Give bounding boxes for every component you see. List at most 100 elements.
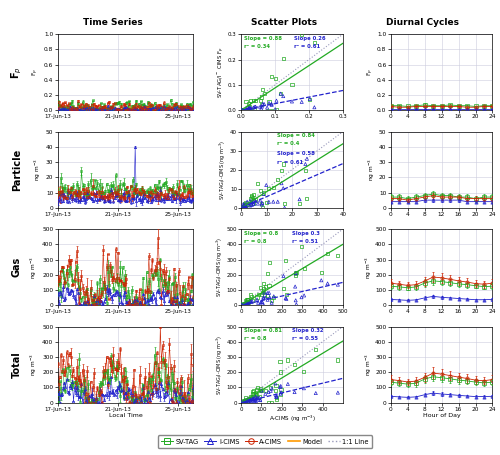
Point <box>252 96 260 104</box>
Point <box>240 397 248 404</box>
Point <box>270 293 278 300</box>
Point <box>334 356 342 364</box>
Point <box>254 291 262 298</box>
Point <box>300 368 308 375</box>
Point <box>262 390 270 398</box>
Point <box>239 398 247 405</box>
Point <box>282 294 290 302</box>
Point <box>276 90 284 97</box>
Point <box>298 293 306 301</box>
Point <box>238 106 246 113</box>
Point <box>242 106 250 113</box>
Point <box>256 187 264 194</box>
Y-axis label: F$_p$: F$_p$ <box>366 68 376 76</box>
Point <box>246 393 254 400</box>
Text: r² = 0.8: r² = 0.8 <box>244 239 266 244</box>
Point <box>288 81 296 88</box>
Text: Particle: Particle <box>12 148 22 191</box>
Point <box>260 284 268 292</box>
Point <box>256 299 264 306</box>
Point <box>240 202 248 209</box>
Point <box>300 292 308 299</box>
Point <box>247 192 255 200</box>
Text: r² = 0.4: r² = 0.4 <box>276 142 299 147</box>
Point <box>242 203 250 210</box>
Text: Scatter Plots: Scatter Plots <box>251 18 317 27</box>
Point <box>258 387 266 394</box>
Point <box>247 394 255 402</box>
Point <box>249 386 257 394</box>
Point <box>334 252 342 259</box>
Point <box>238 301 246 308</box>
Point <box>238 302 246 309</box>
Point <box>242 299 250 306</box>
Point <box>272 396 280 404</box>
Y-axis label: ng m$^{-3}$: ng m$^{-3}$ <box>29 353 40 376</box>
Point <box>259 86 267 93</box>
Point <box>292 268 300 276</box>
Point <box>240 202 248 209</box>
Text: r² = 0.34: r² = 0.34 <box>244 44 270 49</box>
Point <box>268 299 276 306</box>
Point <box>256 197 264 204</box>
Y-axis label: SV-TAG/I-CIMS (ng m$^{-3}$): SV-TAG/I-CIMS (ng m$^{-3}$) <box>214 237 225 297</box>
Point <box>244 301 252 308</box>
Y-axis label: SV-TAG/I$^-$ CIMS F$_p$: SV-TAG/I$^-$ CIMS F$_p$ <box>216 46 226 98</box>
Point <box>249 388 257 395</box>
Point <box>252 392 260 399</box>
Point <box>248 198 256 206</box>
Point <box>244 396 252 403</box>
Point <box>260 294 268 302</box>
Point <box>258 103 266 110</box>
Point <box>238 106 246 114</box>
Point <box>238 106 246 114</box>
Point <box>242 300 250 308</box>
Point <box>324 250 332 257</box>
Point <box>242 106 250 113</box>
Text: r² = 0.61: r² = 0.61 <box>276 160 303 165</box>
Point <box>242 301 250 308</box>
Text: r² = 0.55: r² = 0.55 <box>292 336 318 341</box>
Point <box>288 98 296 105</box>
Point <box>242 397 250 404</box>
Point <box>238 302 246 309</box>
Point <box>298 243 306 251</box>
Point <box>248 297 256 304</box>
Point <box>242 203 250 211</box>
Point <box>310 39 318 46</box>
Point <box>277 389 285 396</box>
Point <box>242 203 250 210</box>
Point <box>292 297 300 304</box>
Point <box>266 294 274 301</box>
Point <box>266 259 274 266</box>
Point <box>242 201 250 208</box>
Point <box>243 300 251 307</box>
Point <box>253 293 261 301</box>
Point <box>300 384 308 392</box>
Y-axis label: ng m$^{-3}$: ng m$^{-3}$ <box>29 256 40 278</box>
Point <box>274 176 281 183</box>
Point <box>272 382 280 389</box>
Point <box>248 192 256 199</box>
Point <box>256 385 264 393</box>
Point <box>237 106 245 114</box>
Point <box>246 298 254 305</box>
Point <box>260 191 268 198</box>
Point <box>246 397 254 404</box>
Point <box>238 106 246 113</box>
Point <box>268 399 276 406</box>
Point <box>240 200 248 207</box>
Point <box>246 394 254 402</box>
Point <box>250 200 258 207</box>
Point <box>282 291 290 298</box>
Point <box>276 369 284 376</box>
Point <box>266 384 274 391</box>
Point <box>292 301 300 308</box>
Point <box>258 101 266 108</box>
Point <box>242 399 250 406</box>
Point <box>271 75 279 82</box>
Point <box>279 161 287 168</box>
Point <box>256 393 264 400</box>
Point <box>250 197 258 204</box>
Point <box>252 395 260 402</box>
